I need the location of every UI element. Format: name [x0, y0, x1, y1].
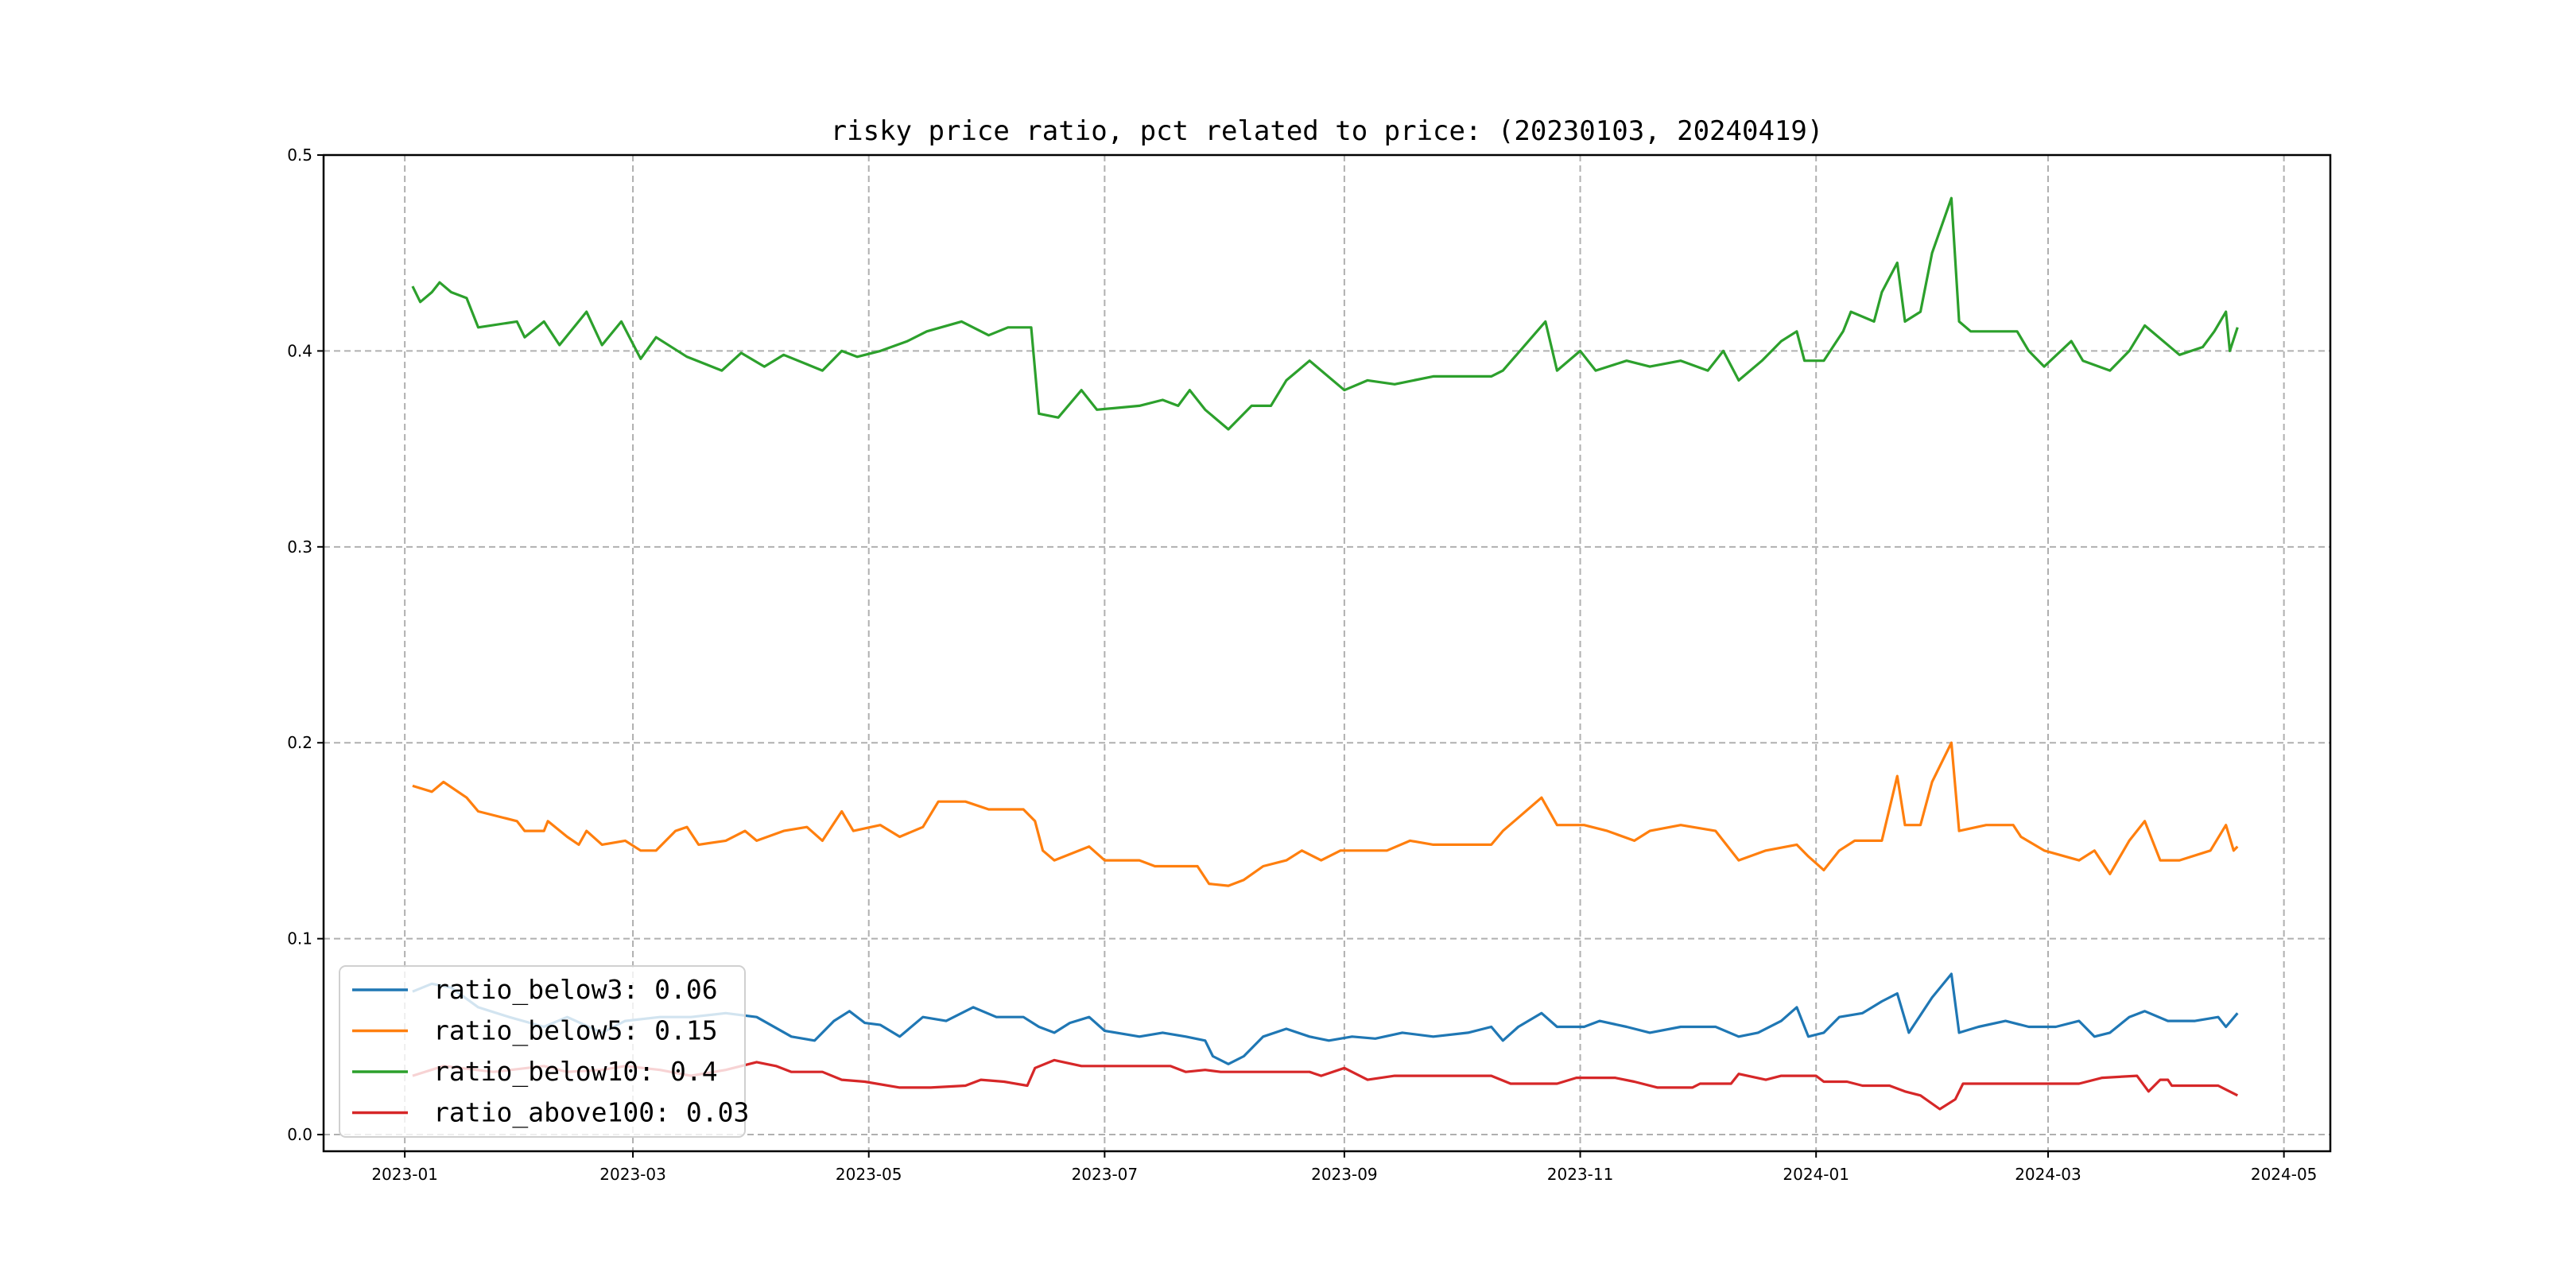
x-tick-label: 2024-05	[2251, 1165, 2318, 1184]
y-tick-label: 0.1	[287, 929, 312, 949]
legend-label: ratio_above100: 0.03	[433, 1097, 749, 1129]
x-tick-label: 2023-05	[836, 1165, 902, 1184]
series-line-ratio-below3	[412, 972, 2239, 1065]
y-tick-label: 0.3	[287, 537, 312, 557]
legend-box	[339, 965, 746, 1138]
plot-frame	[322, 153, 2332, 1153]
y-tick-label: 0.5	[287, 145, 312, 165]
x-tick-label: 2023-09	[1311, 1165, 1378, 1184]
legend-label: ratio_below5: 0.15	[433, 1015, 718, 1047]
x-tick-label: 2023-07	[1072, 1165, 1139, 1184]
x-tick-label: 2023-01	[371, 1165, 438, 1184]
x-tick-label: 2023-03	[599, 1165, 666, 1184]
y-tick-label: 0.2	[287, 733, 312, 752]
series-line-ratio-above100	[412, 1058, 2239, 1111]
x-tick-label: 2024-03	[2015, 1165, 2081, 1184]
y-tick-label: 0.4	[287, 341, 312, 360]
legend: ratio_below3: 0.06 ratio_below5: 0.15 rati…	[339, 965, 749, 1138]
series-lines	[411, 196, 2239, 1111]
x-tick-label: 2024-01	[1783, 1165, 1849, 1184]
series-line-ratio-below10	[411, 196, 2239, 431]
series-line-ratio-below5	[412, 741, 2239, 887]
y-tick-label: 0.0	[287, 1125, 312, 1144]
legend-label: ratio_below3: 0.06	[433, 974, 718, 1006]
x-tick-label: 2023-11	[1547, 1165, 1614, 1184]
chart-title: risky price ratio, pct related to price:…	[831, 115, 1824, 147]
axis-ticks: 2023-01 2023-03 2023-05 2023-07 2023-09 2023-…	[287, 145, 2317, 1184]
legend-label: ratio_below10: 0.4	[433, 1056, 718, 1088]
